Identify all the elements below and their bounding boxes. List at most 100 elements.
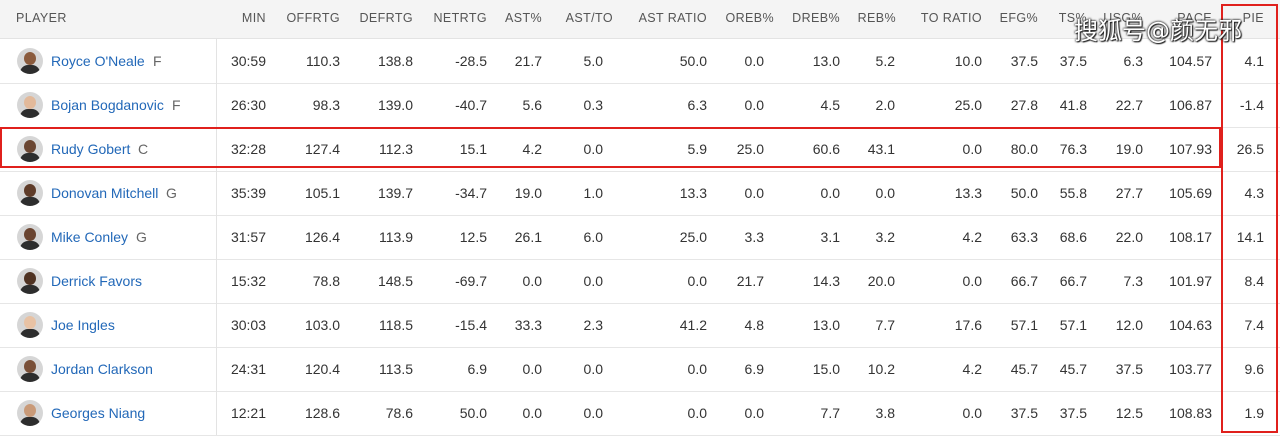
header-usg-pct[interactable]: USG% [1103,11,1143,25]
header-ast-pct[interactable]: AST% [504,11,542,25]
cell-usg-pct: 7.3 [1123,273,1143,289]
cell-pace: 107.93 [1169,141,1212,157]
cell-pie: 26.5 [1236,141,1264,157]
cell-pace: 106.87 [1169,97,1212,113]
header-offrtg[interactable]: OFFRTG [286,11,340,25]
cell-min: 30:03 [230,317,266,333]
cell-dreb-pct: 13.0 [812,317,840,333]
header-ts-pct[interactable]: TS% [1058,11,1087,25]
cell-dreb-pct: 7.7 [820,405,840,421]
player-name-link[interactable]: Mike Conley [51,229,129,245]
cell-to-ratio: 0.0 [962,141,982,157]
header-netrtg[interactable]: NETRTG [433,11,487,25]
player-position: C [138,141,149,157]
header-min[interactable]: MIN [241,11,266,25]
header-oreb-pct[interactable]: OREB% [725,11,774,25]
table-row: Rudy Gobert C 32:28 127.4 112.3 15.1 4.2 0.0 5.9… [0,127,1280,172]
header-pace[interactable]: PACE [1177,11,1212,25]
cell-offrtg: 128.6 [304,405,340,421]
player-name-link[interactable]: Royce O'Neale [51,53,145,69]
table-row: Joe Ingles 30:03 103.0 118.5 -15.4 33.3 2.3 41.… [0,303,1280,348]
cell-pie: 4.1 [1244,53,1264,69]
cell-netrtg: -28.5 [455,53,487,69]
player-avatar [17,268,43,294]
player-name-link[interactable]: Georges Niang [51,405,146,421]
cell-usg-pct: 19.0 [1115,141,1143,157]
header-pie[interactable]: PIE [1242,11,1264,25]
cell-pace: 105.69 [1169,185,1212,201]
cell-ast-to: 0.0 [583,273,603,289]
header-efg-pct[interactable]: EFG% [999,11,1038,25]
cell-ast-ratio: 13.3 [679,185,707,201]
header-to-ratio[interactable]: TO RATIO [920,11,982,25]
player-avatar [17,48,43,74]
player-name-link[interactable]: Donovan Mitchell [51,185,159,201]
cell-pace: 108.83 [1169,405,1212,421]
header-reb-pct[interactable]: REB% [857,11,896,25]
cell-efg-pct: 63.3 [1010,229,1038,245]
cell-pace: 104.63 [1169,317,1212,333]
player-position: G [166,185,177,201]
watermark: 搜狐号@颜无邪 [1074,17,1242,45]
cell-oreb-pct: 0.0 [744,185,764,201]
cell-usg-pct: 22.0 [1115,229,1143,245]
cell-reb-pct: 3.2 [875,229,895,245]
player-name-link[interactable]: Jordan Clarkson [51,361,153,377]
cell-to-ratio: 10.0 [954,53,982,69]
cell-netrtg: 50.0 [459,405,487,421]
cell-pace: 101.97 [1169,273,1212,289]
cell-ast-pct: 0.0 [522,361,542,377]
cell-pie: 7.4 [1244,317,1264,333]
table-header: PLAYER MIN OFFRTG DEFRTG NETRTG AST% AST… [0,0,1280,39]
cell-to-ratio: 4.2 [962,361,982,377]
cell-efg-pct: 66.7 [1010,273,1038,289]
cell-netrtg: 6.9 [467,361,487,377]
cell-reb-pct: 20.0 [867,273,895,289]
cell-dreb-pct: 4.5 [820,97,840,113]
cell-oreb-pct: 0.0 [744,53,764,69]
cell-netrtg: -15.4 [455,317,487,333]
cell-pie: -1.4 [1239,97,1264,113]
cell-ts-pct: 41.8 [1059,97,1087,113]
cell-efg-pct: 37.5 [1010,53,1038,69]
header-defrtg[interactable]: DEFRTG [359,11,413,25]
cell-efg-pct: 57.1 [1010,317,1038,333]
cell-pace: 103.77 [1169,361,1212,377]
header-ast-ratio[interactable]: AST RATIO [638,11,707,25]
cell-reb-pct: 3.8 [875,405,895,421]
cell-ast-ratio: 5.9 [687,141,707,157]
cell-pace: 104.57 [1169,53,1212,69]
header-dreb-pct[interactable]: DREB% [792,11,840,25]
cell-ts-pct: 57.1 [1059,317,1087,333]
cell-to-ratio: 0.0 [962,273,982,289]
cell-ast-ratio: 25.0 [679,229,707,245]
cell-offrtg: 127.4 [304,141,340,157]
cell-reb-pct: 2.0 [875,97,895,113]
cell-offrtg: 98.3 [312,97,340,113]
cell-reb-pct: 43.1 [867,141,895,157]
cell-dreb-pct: 15.0 [812,361,840,377]
cell-ast-to: 0.0 [583,361,603,377]
player-avatar [17,180,43,206]
table-row: Bojan Bogdanovic F 26:30 98.3 139.0 -40.7 5.6 0… [0,83,1280,128]
player-name-link[interactable]: Derrick Favors [51,273,143,289]
header-player[interactable]: PLAYER [16,11,67,25]
cell-dreb-pct: 60.6 [812,141,840,157]
cell-ts-pct: 37.5 [1059,53,1087,69]
cell-offrtg: 120.4 [304,361,340,377]
cell-defrtg: 113.5 [379,361,413,377]
cell-netrtg: -40.7 [455,97,487,113]
player-position: F [153,53,162,69]
table-row: Georges Niang 12:21 128.6 78.6 50.0 0.0 0.0 0.0… [0,391,1280,436]
cell-defrtg: 112.3 [379,141,413,157]
player-name-link[interactable]: Rudy Gobert [51,141,131,157]
cell-to-ratio: 25.0 [954,97,982,113]
cell-min: 24:31 [230,361,266,377]
cell-ast-to: 0.3 [583,97,603,113]
header-ast-to[interactable]: AST/TO [565,11,613,25]
cell-dreb-pct: 3.1 [820,229,840,245]
player-name-link[interactable]: Bojan Bogdanovic [51,97,164,113]
table-row: Jordan Clarkson 24:31 120.4 113.5 6.9 0.0 0.0 0… [0,347,1280,392]
cell-pie: 1.9 [1244,405,1264,421]
player-name-link[interactable]: Joe Ingles [51,317,115,333]
